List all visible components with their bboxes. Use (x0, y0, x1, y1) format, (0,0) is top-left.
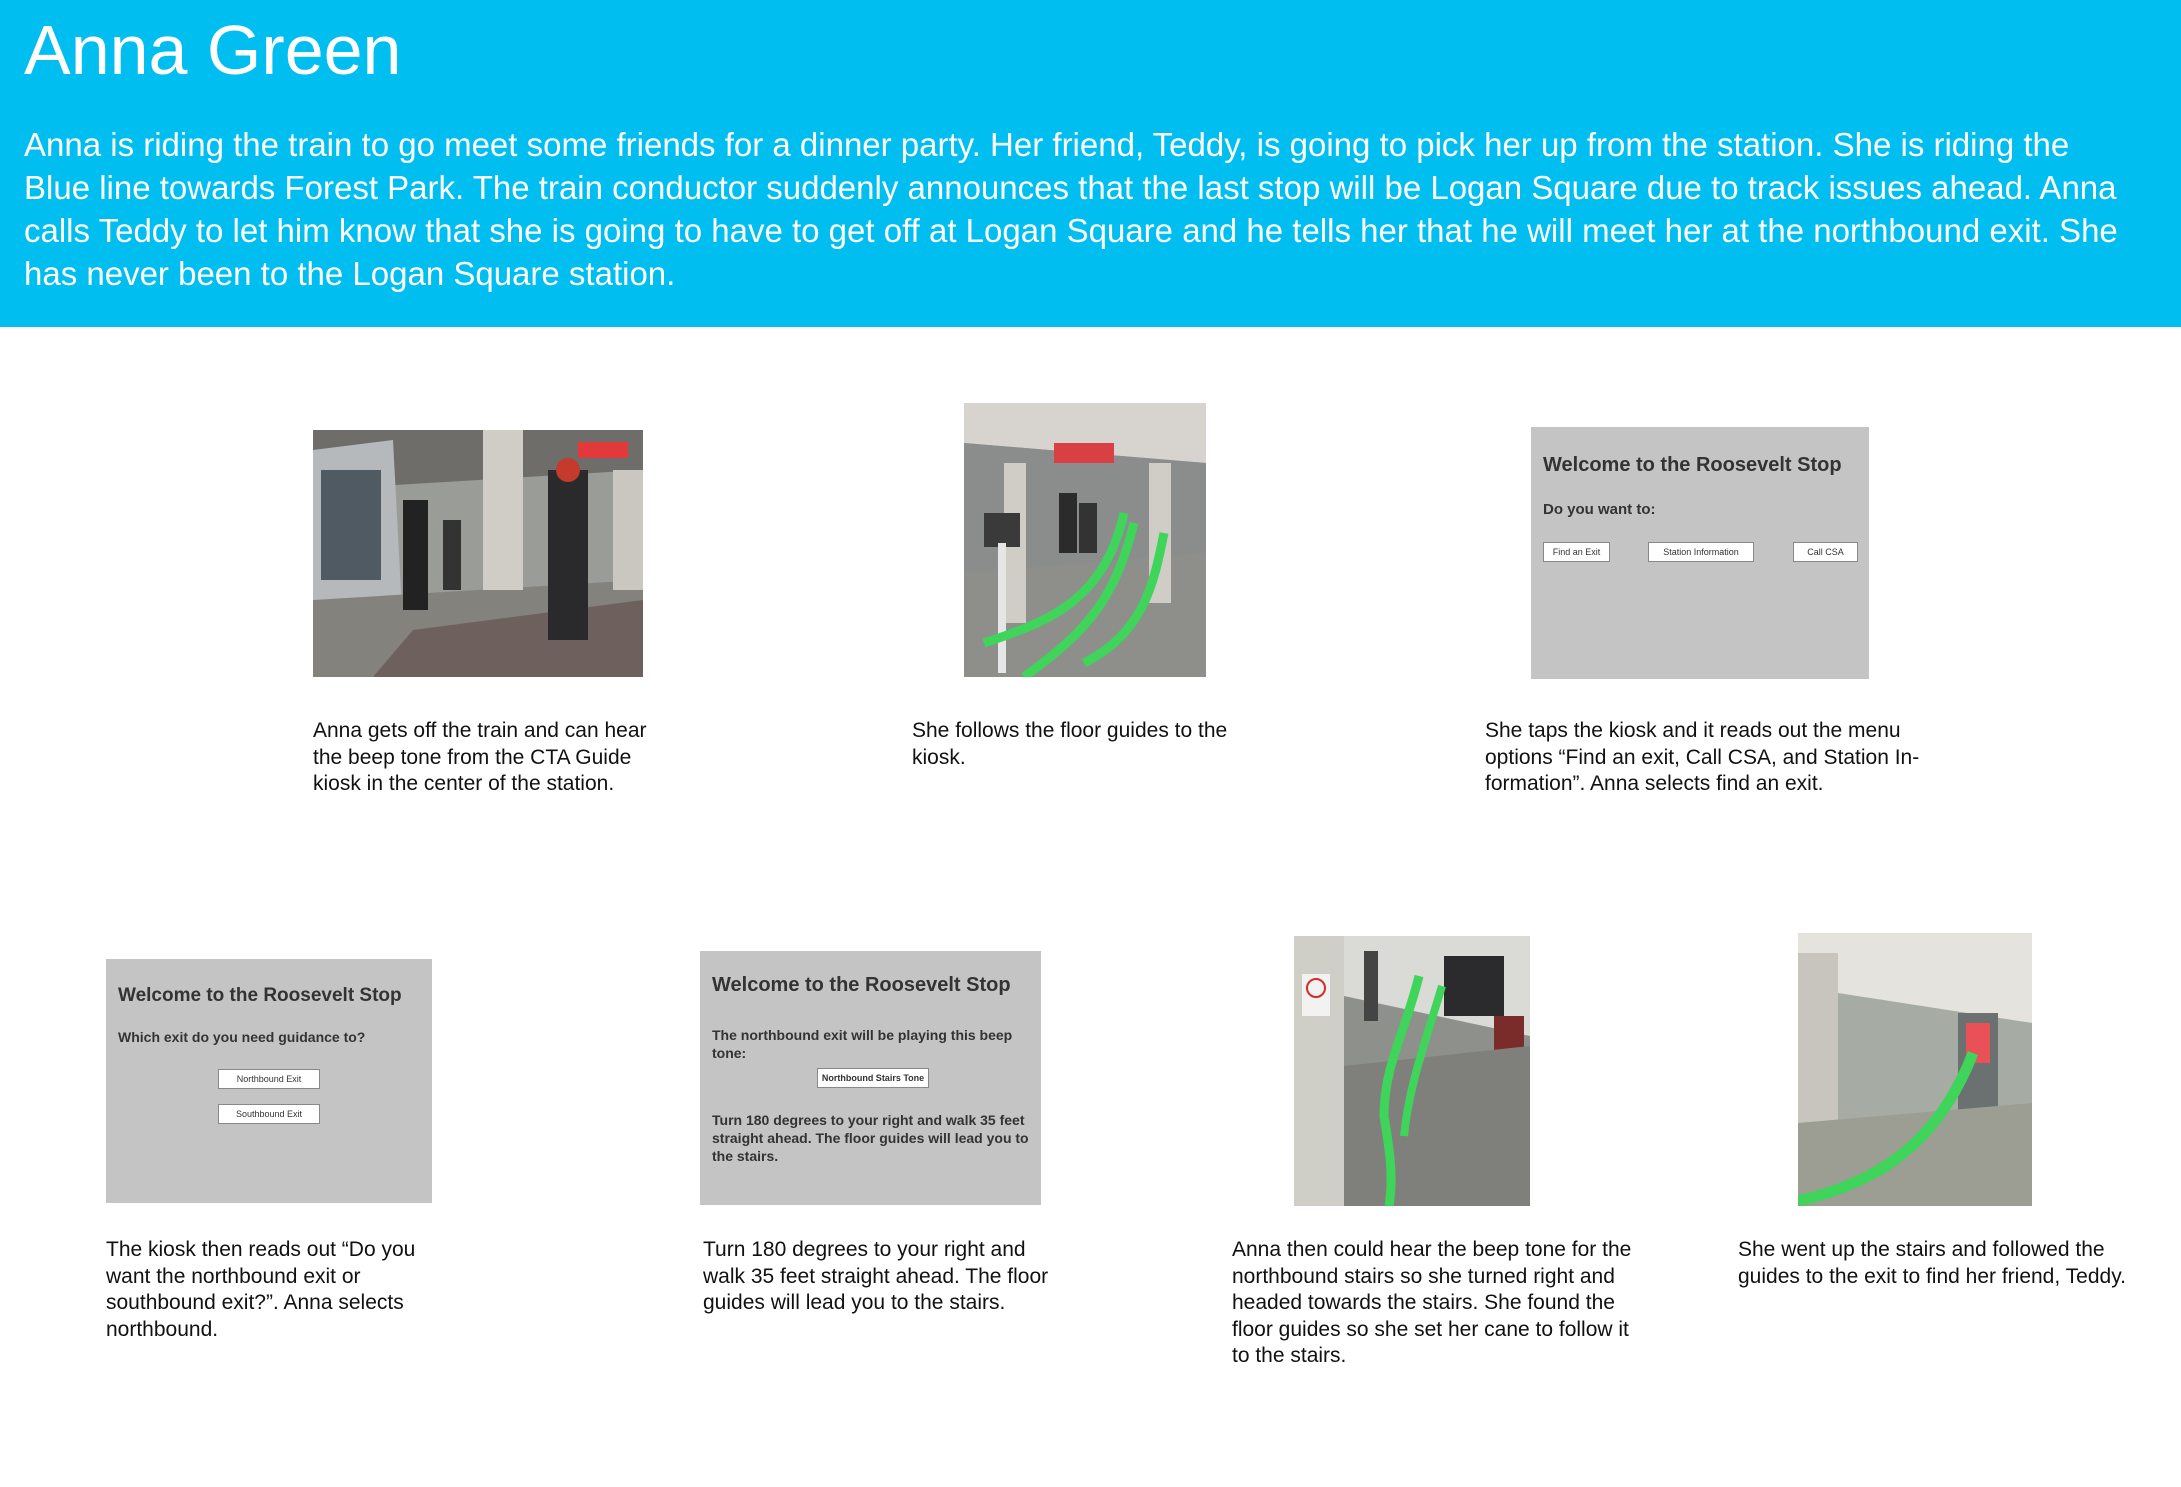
kiosk-prompt: Do you want to: (1543, 501, 1656, 518)
northbound-stairs-tone-button[interactable]: Northbound Stairs Tone (817, 1068, 929, 1088)
kiosk-title: Welcome to the Roosevelt Stop (712, 974, 1011, 996)
scenario-description: Anna is riding the train to go meet some… (24, 126, 2118, 292)
kiosk-directions: Turn 180 degrees to your right and walk … (712, 1112, 1029, 1164)
step-6-photo-floor-guides-stairs (1294, 936, 1530, 1206)
step-1-photo-train-platform (313, 430, 643, 677)
persona-name: Anna Green (24, 11, 402, 89)
persona-header: Anna Green Anna is riding the train to g… (0, 0, 2181, 327)
step-2-photo-kiosk-floor-guides (964, 403, 1206, 677)
southbound-exit-button[interactable]: Southbound Exit (218, 1104, 320, 1124)
kiosk-title: Welcome to the Roosevelt Stop (118, 985, 402, 1006)
step-3-caption: She taps the kiosk and it reads out the … (1485, 719, 1920, 795)
step-1-caption: Anna gets off the train and can hear the… (313, 719, 647, 795)
step-7-photo-exit-corridor (1798, 933, 2032, 1206)
kiosk-title: Welcome to the Roosevelt Stop (1543, 454, 1842, 476)
step-2-caption: She follows the floor guides to the kios… (912, 719, 1228, 769)
kiosk-tone-message: The northbound exit will be playing this… (712, 1027, 1013, 1061)
call-csa-button[interactable]: Call CSA (1793, 542, 1858, 562)
step-5-caption: Turn 180 degrees to your right and walk … (703, 1238, 1049, 1314)
step-4-kiosk-exit-screen: Welcome to the Roosevelt Stop Which exit… (106, 959, 432, 1203)
step-5-kiosk-directions-screen: Welcome to the Roosevelt Stop The northb… (700, 951, 1041, 1205)
step-4-caption: The kiosk then reads out “Do you want th… (106, 1238, 416, 1341)
station-information-button[interactable]: Station Information (1648, 542, 1754, 562)
step-7-caption: She went up the stairs and followed the … (1738, 1238, 2126, 1288)
kiosk-prompt: Which exit do you need guidance to? (118, 1029, 366, 1045)
step-6-caption: Anna then could hear the beep tone for t… (1232, 1238, 1632, 1367)
northbound-exit-button[interactable]: Northbound Exit (218, 1069, 320, 1089)
step-3-kiosk-menu-screen: Welcome to the Roosevelt Stop Do you wan… (1531, 427, 1869, 679)
find-exit-button[interactable]: Find an Exit (1543, 542, 1610, 562)
